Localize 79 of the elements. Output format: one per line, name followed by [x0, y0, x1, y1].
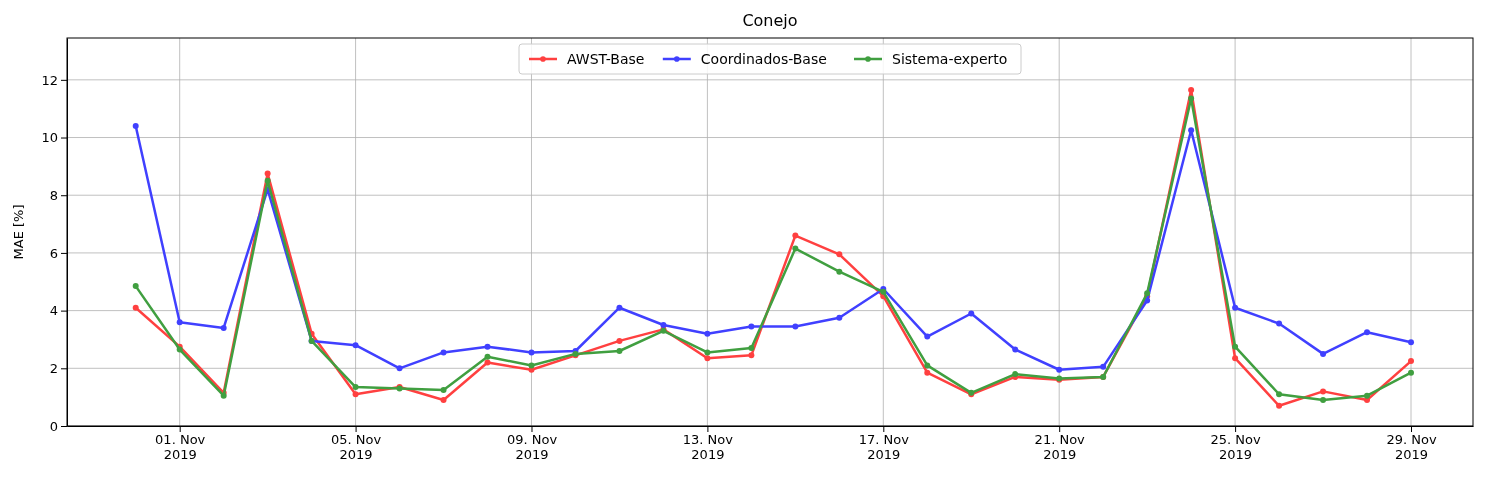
y-tick-label: 0	[49, 418, 58, 434]
point	[704, 330, 711, 337]
point	[616, 337, 623, 344]
point	[1408, 339, 1415, 346]
point	[792, 323, 799, 330]
point	[1408, 369, 1415, 376]
point	[1232, 355, 1239, 362]
point	[528, 349, 535, 356]
point	[352, 391, 359, 398]
point	[440, 397, 447, 404]
point	[1232, 343, 1239, 350]
y-tick-label: 12	[41, 72, 58, 88]
x-tick-label: 05. Nov 2019	[331, 432, 382, 463]
point	[836, 268, 843, 275]
legend-label: Coordinados-Base	[700, 51, 827, 67]
point	[264, 170, 271, 177]
point	[484, 343, 491, 350]
point	[836, 251, 843, 258]
point	[792, 232, 799, 239]
point	[924, 362, 931, 369]
y-tick-label: 8	[49, 187, 58, 203]
point	[1188, 86, 1195, 93]
point	[132, 304, 139, 311]
point	[748, 323, 755, 330]
point	[748, 352, 755, 359]
point	[1188, 95, 1195, 102]
legend-label: Sistema-experto	[892, 51, 1008, 67]
y-tick-label: 6	[49, 245, 58, 261]
point	[1408, 358, 1415, 365]
point	[1320, 397, 1327, 404]
point	[1056, 366, 1063, 373]
legend-label: AWST-Base	[567, 51, 645, 67]
point	[660, 322, 667, 329]
point	[132, 283, 139, 290]
point	[1188, 127, 1195, 134]
y-tick-label: 10	[41, 130, 58, 146]
point	[1100, 363, 1107, 370]
y-axis-title: MAE [%]	[11, 204, 26, 260]
point	[836, 314, 843, 321]
point	[132, 122, 139, 129]
point	[616, 304, 623, 311]
point	[1276, 402, 1283, 409]
point	[484, 359, 491, 366]
x-tick-label: 25. Nov 2019	[1210, 432, 1261, 463]
point	[1012, 346, 1019, 353]
point	[924, 369, 931, 376]
point	[264, 177, 271, 184]
point	[440, 349, 447, 356]
point	[616, 348, 623, 354]
point	[1276, 320, 1283, 327]
x-tick-label: 09. Nov 2019	[506, 432, 558, 463]
x-tick-label: 17. Nov 2019	[858, 432, 910, 463]
point	[440, 386, 447, 393]
point	[1320, 350, 1327, 357]
point	[968, 310, 975, 317]
point	[220, 324, 227, 331]
point	[704, 349, 711, 356]
x-tick-label: 21. Nov 2019	[1034, 432, 1086, 463]
point	[484, 353, 491, 360]
point	[1276, 391, 1283, 398]
point	[1232, 304, 1239, 311]
y-tick-label: 2	[49, 360, 58, 376]
point	[352, 384, 359, 391]
point	[396, 365, 403, 372]
point	[704, 355, 711, 362]
x-tick-label: 29. Nov 2019	[1386, 432, 1437, 463]
point	[1364, 392, 1371, 399]
point	[1364, 329, 1371, 336]
point	[792, 245, 799, 252]
point	[528, 362, 535, 369]
chart-title: Conejo	[742, 11, 798, 30]
y-tick-label: 4	[49, 303, 58, 319]
point	[924, 333, 931, 340]
point	[176, 319, 183, 326]
x-tick-label: 13. Nov 2019	[682, 432, 734, 463]
point	[1320, 388, 1327, 395]
point	[352, 342, 359, 349]
x-tick-label: 01. Nov 2019	[155, 432, 206, 463]
point	[748, 345, 755, 352]
